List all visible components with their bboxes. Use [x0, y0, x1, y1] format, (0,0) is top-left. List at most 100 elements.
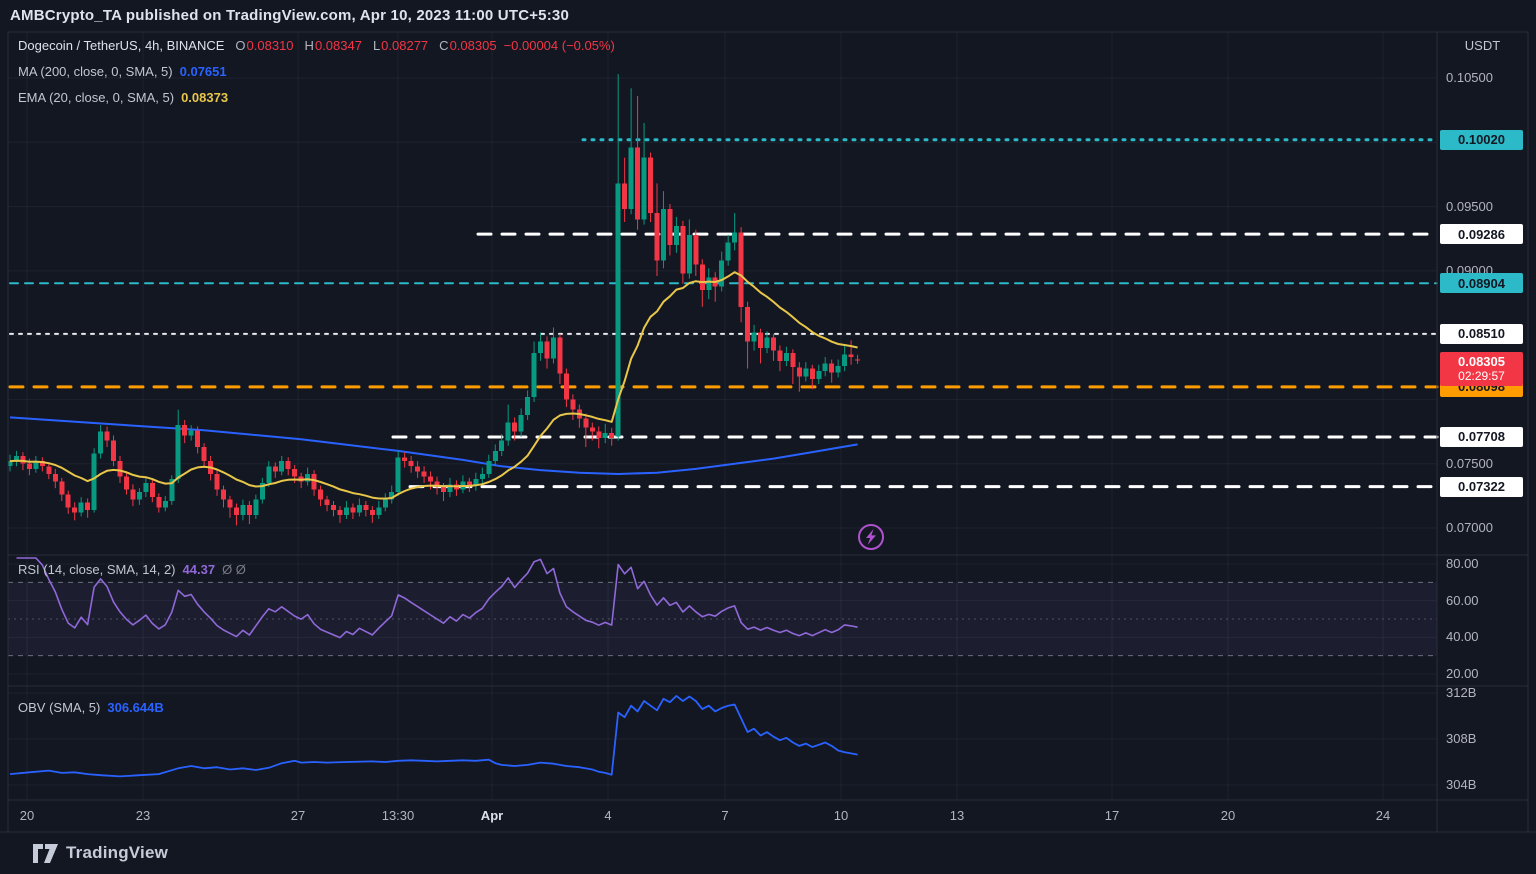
candle-body [492, 450, 498, 462]
candle-body [343, 507, 349, 516]
ema-legend-row[interactable]: EMA (20, close, 0, SMA, 5) 0.08373 [18, 90, 228, 105]
candle-body [479, 474, 485, 480]
candle-body [622, 183, 628, 210]
candle-body [764, 337, 770, 348]
candle-body [324, 499, 330, 505]
candle-body [72, 507, 78, 513]
candle-body [188, 430, 194, 436]
obv-legend-row[interactable]: OBV (SMA, 5) 306.644B [18, 700, 164, 715]
candle-body [570, 399, 576, 410]
time-tick-label: 23 [135, 808, 151, 823]
candle-body [525, 396, 531, 415]
footer-brand[interactable]: TradingView [33, 843, 168, 863]
candle-body [661, 209, 666, 261]
candle-body [628, 147, 634, 210]
obv-tick-label: 304B [1446, 777, 1477, 792]
ma200-line [9, 416, 858, 475]
candle-body [654, 213, 660, 261]
time-tick-label: 17 [1104, 808, 1120, 823]
candle-body [285, 461, 291, 469]
rsi-tick-label: 40.00 [1446, 629, 1479, 645]
candle-body [531, 353, 537, 397]
candle-body [227, 499, 233, 508]
bar-countdown: 02:29:57 [1458, 369, 1505, 384]
candle-body [130, 489, 136, 500]
candle-body [738, 232, 744, 307]
candle-body [395, 457, 401, 492]
ohlc-high: H 0.08347 [304, 38, 362, 53]
candle-body [505, 422, 511, 441]
tradingview-logo-icon [33, 843, 58, 863]
obv-line [9, 695, 858, 778]
candle-body [835, 366, 841, 373]
candle-body [719, 260, 725, 287]
candle-body [85, 502, 91, 510]
candle-body [602, 432, 608, 438]
level-price-label: 0.09286 [1440, 224, 1523, 245]
current-price-label: 0.08305 02:29:57 [1440, 352, 1523, 387]
rsi-tick-label: 80.00 [1446, 556, 1479, 571]
time-tick-label: 20 [1220, 808, 1236, 823]
change-value: −0.00004 (−0.05%) [503, 38, 615, 53]
candle-body [201, 447, 207, 462]
candle-body [648, 157, 653, 213]
candle-body [790, 353, 796, 368]
candle-body [376, 507, 382, 516]
candle-body [350, 507, 356, 513]
candle-body [758, 332, 763, 348]
candle-body [363, 504, 369, 510]
candle-body [745, 306, 751, 342]
candle-body [609, 432, 615, 438]
time-tick-label: 27 [290, 808, 306, 823]
candle-body [816, 371, 822, 379]
candle-body [156, 497, 162, 508]
candle-body [596, 431, 602, 438]
tradingview-wordmark: TradingView [66, 843, 169, 862]
candle-body [279, 461, 285, 472]
candle-body [143, 483, 149, 492]
candle-body [486, 461, 492, 474]
obv-tick-label: 312B [1446, 685, 1477, 700]
ema-label: EMA (20, close, 0, SMA, 5) [18, 90, 175, 105]
lightning-button[interactable] [858, 524, 884, 550]
time-tick-label: 4 [604, 808, 612, 823]
rsi-legend-row[interactable]: RSI (14, close, SMA, 14, 2) 44.37 Ø Ø [18, 562, 246, 577]
time-tick-label: 10 [833, 808, 849, 823]
candle-body [641, 157, 647, 220]
candle-body [175, 425, 181, 480]
symbol-legend-row[interactable]: Dogecoin / TetherUS, 4h, BINANCE O 0.0831… [18, 38, 615, 53]
level-price-label: 0.07708 [1440, 426, 1523, 447]
candle-body [98, 431, 104, 454]
candle-body [551, 337, 556, 359]
price-tick-label: 0.07000 [1446, 520, 1493, 535]
candle-body [78, 502, 84, 513]
candle-body [318, 489, 324, 500]
candle-body [842, 354, 848, 366]
ma-legend-row[interactable]: MA (200, close, 0, SMA, 5) 0.07651 [18, 64, 227, 79]
time-tick-label: Apr [480, 808, 504, 823]
candle-body [809, 368, 815, 379]
time-tick-label: 13:30 [381, 808, 415, 823]
price-tick-label: 0.09500 [1446, 198, 1493, 214]
candle-body [615, 183, 621, 437]
candle-body [246, 504, 252, 516]
candle-body [635, 147, 641, 220]
candle-body [337, 510, 343, 516]
candle-body [512, 422, 518, 432]
rsi-line [16, 557, 858, 639]
ema-value: 0.08373 [181, 90, 229, 105]
candle-body [428, 476, 434, 482]
price-tick-label: 0.07500 [1446, 455, 1493, 471]
candle-body [253, 499, 259, 516]
candle-body [667, 209, 673, 246]
candle-body [777, 350, 783, 361]
rsi-label: RSI (14, close, SMA, 14, 2) [18, 562, 176, 577]
obv-value: 306.644B [107, 700, 164, 715]
time-tick-label: 7 [721, 808, 729, 823]
candle-body [732, 232, 738, 243]
candle-body [162, 501, 168, 508]
rsi-empty-values: Ø Ø [222, 562, 246, 577]
symbol-title: Dogecoin / TetherUS, 4h, BINANCE [18, 38, 225, 53]
